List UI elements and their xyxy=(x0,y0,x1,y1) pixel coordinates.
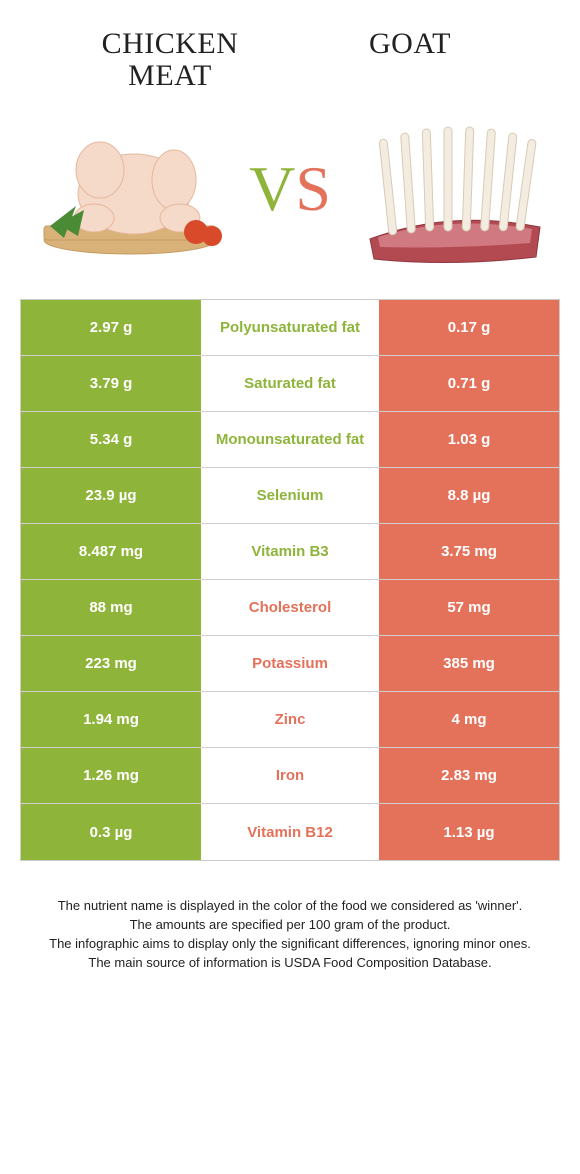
table-row: 5.34 gMonounsaturated fat1.03 g xyxy=(21,412,559,468)
right-value: 0.17 g xyxy=(379,300,559,355)
table-row: 0.3 µgVitamin B121.13 µg xyxy=(21,804,559,860)
left-value: 223 mg xyxy=(21,636,201,691)
right-food-title: GOAT xyxy=(300,28,520,60)
table-row: 88 mgCholesterol57 mg xyxy=(21,580,559,636)
left-food-title: CHICKEN MEAT xyxy=(60,28,280,91)
right-value: 3.75 mg xyxy=(379,524,559,579)
table-row: 2.97 gPolyunsaturated fat0.17 g xyxy=(21,300,559,356)
left-value: 2.97 g xyxy=(21,300,201,355)
right-food-image xyxy=(350,109,550,269)
right-value: 385 mg xyxy=(379,636,559,691)
right-value: 1.13 µg xyxy=(379,804,559,860)
table-row: 23.9 µgSelenium8.8 µg xyxy=(21,468,559,524)
vs-label: VS xyxy=(249,157,331,221)
vs-v: V xyxy=(249,153,295,224)
right-value: 57 mg xyxy=(379,580,559,635)
right-value: 1.03 g xyxy=(379,412,559,467)
nutrient-label: Vitamin B3 xyxy=(201,524,379,579)
left-value: 0.3 µg xyxy=(21,804,201,860)
left-value: 8.487 mg xyxy=(21,524,201,579)
table-row: 8.487 mgVitamin B33.75 mg xyxy=(21,524,559,580)
vs-s: S xyxy=(295,153,331,224)
nutrient-label: Cholesterol xyxy=(201,580,379,635)
right-value: 0.71 g xyxy=(379,356,559,411)
nutrient-label: Vitamin B12 xyxy=(201,804,379,860)
table-row: 3.79 gSaturated fat0.71 g xyxy=(21,356,559,412)
right-value: 8.8 µg xyxy=(379,468,559,523)
footnote-2: The amounts are specified per 100 gram o… xyxy=(38,916,542,935)
image-row: VS xyxy=(0,91,580,299)
footnote-3: The infographic aims to display only the… xyxy=(38,935,542,954)
infographic-root: CHICKEN MEAT GOAT VS xyxy=(0,0,580,972)
left-value: 23.9 µg xyxy=(21,468,201,523)
nutrient-label: Monounsaturated fat xyxy=(201,412,379,467)
left-value: 88 mg xyxy=(21,580,201,635)
right-value: 2.83 mg xyxy=(379,748,559,803)
chicken-icon xyxy=(30,114,230,264)
nutrient-label: Saturated fat xyxy=(201,356,379,411)
table-row: 1.26 mgIron2.83 mg xyxy=(21,748,559,804)
left-food-image xyxy=(30,109,230,269)
left-value: 1.94 mg xyxy=(21,692,201,747)
title-row: CHICKEN MEAT GOAT xyxy=(0,0,580,91)
footnote-1: The nutrient name is displayed in the co… xyxy=(38,897,542,916)
nutrient-label: Selenium xyxy=(201,468,379,523)
nutrient-label: Polyunsaturated fat xyxy=(201,300,379,355)
footnotes: The nutrient name is displayed in the co… xyxy=(0,861,580,972)
left-value: 1.26 mg xyxy=(21,748,201,803)
table-row: 223 mgPotassium385 mg xyxy=(21,636,559,692)
left-value: 3.79 g xyxy=(21,356,201,411)
nutrient-label: Iron xyxy=(201,748,379,803)
nutrient-table: 2.97 gPolyunsaturated fat0.17 g3.79 gSat… xyxy=(20,299,560,861)
nutrient-label: Zinc xyxy=(201,692,379,747)
nutrient-label: Potassium xyxy=(201,636,379,691)
goat-ribs-icon xyxy=(350,109,550,269)
table-row: 1.94 mgZinc4 mg xyxy=(21,692,559,748)
left-value: 5.34 g xyxy=(21,412,201,467)
footnote-4: The main source of information is USDA F… xyxy=(38,954,542,973)
right-value: 4 mg xyxy=(379,692,559,747)
